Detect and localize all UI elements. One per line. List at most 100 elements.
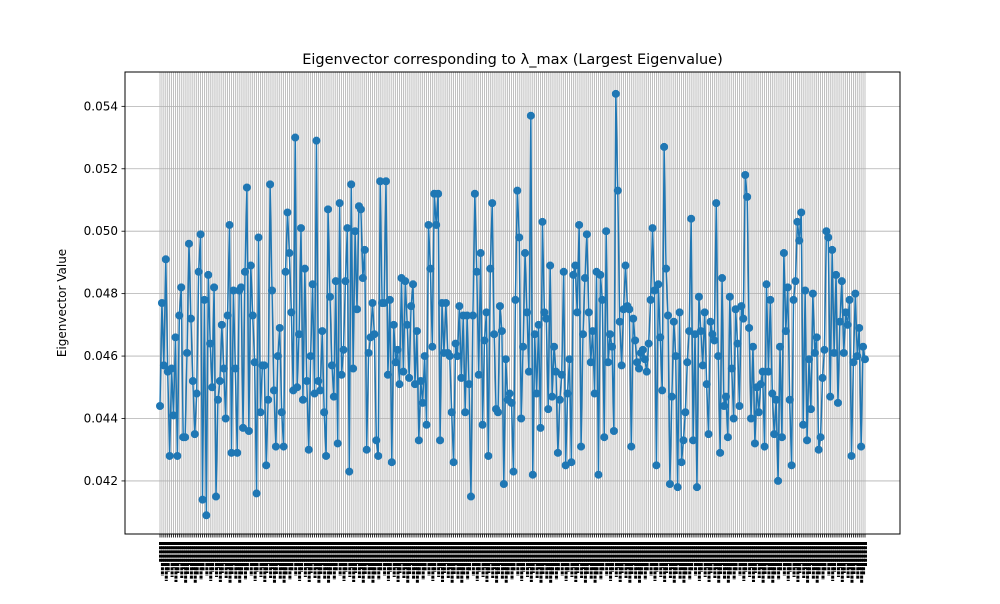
data-point [692, 483, 701, 492]
data-point [652, 461, 661, 470]
data-point [706, 317, 715, 326]
data-point [793, 217, 802, 226]
data-point [254, 233, 263, 242]
data-point [832, 270, 841, 279]
data-point [586, 358, 595, 367]
data-point [768, 389, 777, 398]
data-point [511, 295, 520, 304]
data-point [339, 345, 348, 354]
data-point [625, 305, 634, 314]
data-point [741, 171, 750, 180]
data-point [171, 333, 180, 342]
data-point [447, 408, 456, 417]
data-point [694, 292, 703, 301]
data-point [814, 445, 823, 454]
data-point [208, 383, 217, 392]
data-point [449, 458, 458, 467]
data-point [480, 336, 489, 345]
data-point [353, 305, 362, 314]
data-point [602, 227, 611, 236]
data-point [851, 289, 860, 298]
data-point [853, 352, 862, 361]
data-point [689, 436, 698, 445]
data-point [217, 320, 226, 329]
data-point [188, 377, 197, 386]
data-point [412, 327, 421, 336]
data-point [720, 402, 728, 411]
y-tick-label: 0.052 [84, 162, 118, 176]
data-point [776, 342, 785, 351]
data-point [644, 339, 653, 348]
data-point [399, 367, 408, 376]
data-point [820, 345, 829, 354]
data-point [687, 214, 696, 223]
data-point [318, 327, 327, 336]
data-point [401, 277, 410, 286]
data-point [584, 308, 593, 317]
data-point [364, 348, 373, 357]
data-point [522, 308, 531, 317]
data-point [465, 380, 474, 389]
data-point [484, 451, 493, 460]
data-point [677, 458, 686, 467]
data-point [210, 283, 219, 292]
data-point [835, 317, 844, 326]
data-point [490, 330, 499, 339]
data-point [857, 442, 866, 451]
data-point [175, 311, 184, 320]
data-point [548, 392, 557, 401]
data-point [810, 348, 819, 357]
data-point [266, 180, 275, 189]
data-point [476, 249, 485, 258]
data-point [640, 355, 649, 364]
data-point [181, 433, 190, 442]
data-point [374, 451, 383, 460]
data-point [389, 320, 398, 329]
data-point [534, 320, 543, 329]
data-point [567, 458, 576, 467]
data-point [781, 327, 790, 336]
data-point [617, 361, 626, 370]
data-point [642, 367, 651, 376]
data-point [381, 177, 390, 186]
data-point [557, 370, 566, 379]
data-point [488, 199, 497, 208]
data-point [314, 377, 323, 386]
data-point [283, 208, 292, 217]
data-point [849, 358, 858, 367]
data-point [745, 323, 754, 332]
data-point [509, 467, 518, 476]
data-point [777, 433, 786, 442]
data-point [762, 280, 771, 289]
data-point [306, 352, 315, 361]
data-point [646, 295, 655, 304]
data-point [256, 408, 265, 417]
data-point [356, 205, 365, 214]
data-point [279, 442, 288, 451]
x-axis-ticks [159, 534, 867, 584]
data-point [194, 267, 203, 276]
data-point [758, 367, 767, 376]
data-point [407, 302, 416, 311]
data-point [808, 289, 817, 298]
data-point [675, 308, 684, 317]
data-point [393, 345, 402, 354]
data-point [391, 358, 400, 367]
data-point [787, 461, 796, 470]
data-point [507, 398, 516, 407]
data-point [524, 367, 533, 376]
data-point [785, 395, 794, 404]
data-point [157, 299, 166, 307]
data-point [526, 111, 535, 120]
data-point [183, 348, 192, 357]
data-point [351, 227, 360, 236]
data-point [698, 361, 707, 370]
data-point [824, 233, 833, 242]
series-line [159, 93, 866, 517]
data-point [565, 355, 574, 364]
data-point [847, 451, 856, 460]
data-point [244, 426, 253, 435]
data-point [735, 402, 744, 411]
data-point [859, 342, 868, 351]
